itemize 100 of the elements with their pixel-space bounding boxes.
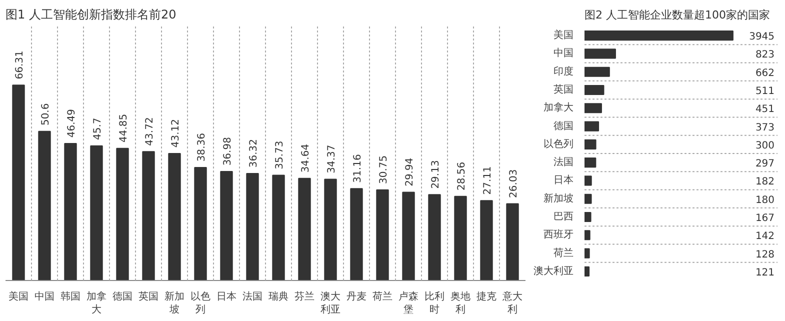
data-label: 50.6 [40,103,52,126]
y-tick-label: 中国 [554,47,574,60]
data-label: 28.56 [456,162,468,190]
bar [272,174,285,280]
bar [168,152,181,280]
x-tick-label: 捷克 [476,290,496,302]
data-label: 373 [755,122,775,134]
x-tick-label: 中国 [34,290,54,302]
data-label: 34.37 [326,144,338,174]
bar [64,143,77,280]
bar [584,121,600,132]
data-label: 43.12 [170,118,182,148]
bar [584,66,610,77]
data-label: 26.03 [508,169,520,198]
bar [90,145,103,280]
x-tick-label: 新加坡 [164,290,184,316]
bar [584,248,590,258]
bar [12,84,25,280]
data-label: 823 [755,50,775,61]
data-label: 180 [755,194,775,206]
data-label: 29.13 [430,160,442,189]
y-tick-label: 德国 [554,120,574,132]
bar [38,130,51,280]
bar [142,151,155,280]
x-tick-label: 加拿大 [86,290,106,316]
data-label: 36.32 [248,138,260,168]
x-tick-label: 卢森堡 [398,290,418,316]
data-label: 3945 [749,32,775,43]
y-tick-label: 西班牙 [544,228,574,241]
x-tick-label: 瑞典 [268,290,288,302]
data-label: 31.16 [352,154,364,183]
bar [116,148,129,280]
y-tick-label: 新加坡 [544,192,574,204]
data-label: 44.85 [118,114,130,142]
data-label: 142 [755,231,775,242]
y-tick-label: 荷兰 [554,246,574,259]
bar [584,139,596,150]
chart-title: 图1 人工智能创新指数排名前20 [6,8,176,22]
x-tick-label: 比利时 [424,290,444,316]
data-label: 36.98 [222,137,234,166]
x-tick-label: 法国 [242,290,262,302]
data-label: 38.36 [196,132,208,162]
y-tick-label: 澳大利亚 [534,264,574,277]
data-label: 128 [755,249,775,260]
data-label: 35.73 [274,140,286,170]
bar [584,158,596,168]
x-tick-label: 意大利 [502,290,522,316]
bar [350,188,363,280]
y-tick-label: 印度 [554,65,574,78]
data-label: 662 [755,68,775,79]
data-label: 34.64 [300,144,312,173]
bar [194,166,207,280]
data-label: 46.49 [66,109,78,138]
x-tick-label: 英国 [138,290,158,302]
bar [428,194,441,280]
data-label: 27.11 [482,166,494,195]
x-tick-label: 丹麦 [346,290,366,302]
y-tick-label: 美国 [554,29,574,42]
y-tick-label: 加拿大 [544,102,574,114]
x-tick-label: 以色列 [190,290,210,316]
data-label: 29.94 [404,158,416,186]
bar [584,212,592,222]
x-tick-label: 韩国 [60,290,80,302]
data-label: 300 [755,140,775,152]
bar [584,230,590,240]
data-label: 45.7 [92,118,104,140]
y-tick-label: 巴西 [554,212,574,222]
bar [454,196,467,280]
bar [584,103,602,114]
bar [246,172,259,280]
bar [584,48,616,59]
data-label: 121 [755,267,775,278]
data-label: 66.31 [14,50,26,80]
bar [298,178,311,280]
data-label: 167 [755,213,775,224]
data-label: 511 [755,86,775,97]
bar [376,189,389,280]
bar [402,192,415,280]
x-tick-label: 日本 [216,290,236,302]
data-label: 43.72 [144,117,156,146]
bar [220,171,233,280]
x-tick-label: 德国 [112,292,132,302]
chart-title: 图2 人工智能企业数量超100家的国家 [584,8,770,22]
y-tick-label: 法国 [554,156,574,168]
data-label: 182 [755,176,775,188]
y-tick-label: 英国 [554,84,574,96]
bar [584,30,734,41]
y-tick-label: 以色列 [544,138,574,150]
x-tick-label: 荷兰 [372,290,392,302]
bar [584,84,604,96]
x-tick-label: 奥地利 [450,290,470,316]
data-label: 30.75 [378,155,390,184]
bar [324,178,337,280]
bar [506,203,519,280]
bar [584,194,592,204]
bar [480,200,493,280]
data-label: 297 [755,158,775,170]
x-tick-label: 芬兰 [294,290,314,302]
data-label: 451 [755,104,775,116]
bar [584,266,590,276]
